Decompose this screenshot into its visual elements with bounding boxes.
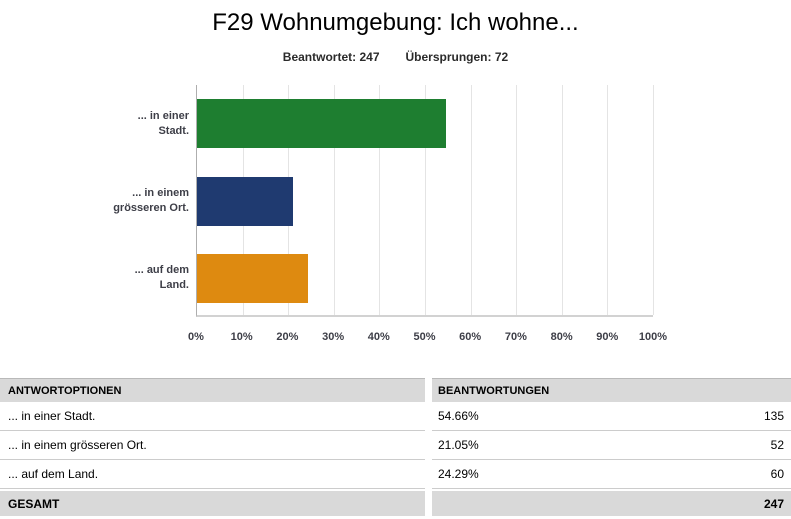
table-row: ... in einem grösseren Ort. 21.05% 52 — [0, 431, 791, 460]
category-label: ... auf dem Land. — [134, 264, 189, 292]
category-label: ... in einer Stadt. — [137, 109, 189, 137]
answer-option-cell: ... auf dem Land. — [0, 460, 425, 489]
table-row: ... in einer Stadt. 54.66% 135 — [0, 402, 791, 431]
gridline — [470, 85, 472, 315]
column-gap — [425, 431, 432, 460]
x-tick-label: 60% — [459, 331, 482, 343]
bar-1 — [197, 99, 447, 149]
response-stats: Beantwortet: 247 Übersprungen: 72 — [0, 50, 791, 64]
gridline — [607, 85, 609, 315]
header-answer-options: ANTWORTOPTIONEN — [0, 378, 425, 402]
response-count: 135 — [763, 409, 784, 423]
gridline — [333, 85, 335, 315]
gridline — [379, 85, 381, 315]
table-row: ... auf dem Land. 24.29% 60 — [0, 460, 791, 489]
category-label: ... in einem grösseren Ort. — [113, 187, 189, 214]
results-table: ANTWORTOPTIONEN BEANTWORTUNGEN ... in ei… — [0, 378, 791, 516]
table-body: ... in einer Stadt. 54.66% 135 ... in einem… — [0, 402, 791, 489]
x-tick-label: 20% — [276, 331, 299, 343]
column-gap — [425, 460, 432, 489]
response-percent: 54.66% — [438, 409, 479, 423]
response-percent: 21.05% — [438, 438, 479, 452]
header-responses: BEANTWORTUNGEN — [432, 378, 791, 402]
bar-2 — [197, 176, 293, 226]
total-count: 247 — [763, 496, 784, 511]
answer-option-cell: ... in einer Stadt. — [0, 402, 425, 431]
x-tick-label: 10% — [230, 331, 253, 343]
x-tick-label: 50% — [413, 331, 436, 343]
x-tick-label: 0% — [188, 331, 204, 343]
page-title: F29 Wohnumgebung: Ich wohne... — [212, 9, 579, 36]
response-count: 60 — [770, 467, 784, 481]
bar-3 — [197, 253, 308, 303]
x-axis: 0% 10% 20% 30% 40% 50% 60% 70% 80% 90% 100% — [188, 331, 667, 347]
x-tick-label: 90% — [596, 331, 619, 343]
gridline — [425, 85, 426, 315]
gridline — [653, 85, 654, 315]
gridline — [516, 85, 518, 315]
survey-bar-chart: 0% 10% 20% 30% 40% 50% 60% 70% 80% 90% 100% ... in… — [0, 85, 791, 355]
column-gap — [425, 378, 432, 402]
total-label: GESAMT — [0, 491, 425, 516]
x-tick-label: 80% — [550, 331, 573, 343]
x-tick-label: 100% — [638, 331, 668, 343]
x-tick-label: 40% — [367, 331, 390, 343]
response-cell: 24.29% 60 — [432, 460, 791, 489]
table-header-row: ANTWORTOPTIONEN BEANTWORTUNGEN — [0, 378, 791, 402]
response-cell: 54.66% 135 — [432, 402, 791, 431]
plot-area — [196, 85, 654, 317]
total-cell: 247 — [432, 491, 791, 516]
column-gap — [425, 491, 432, 516]
answered-count: Beantwortet: 247 — [282, 50, 380, 64]
skipped-count: Übersprungen: 72 — [405, 50, 509, 64]
answer-option-cell: ... in einem grösseren Ort. — [0, 431, 425, 460]
x-tick-label: 70% — [504, 331, 527, 343]
response-cell: 21.05% 52 — [432, 431, 791, 460]
response-percent: 24.29% — [438, 467, 479, 481]
column-gap — [425, 402, 432, 431]
response-count: 52 — [770, 438, 784, 452]
table-total-row: GESAMT 247 — [0, 491, 791, 516]
gridline — [561, 85, 563, 315]
x-tick-label: 30% — [322, 331, 345, 343]
